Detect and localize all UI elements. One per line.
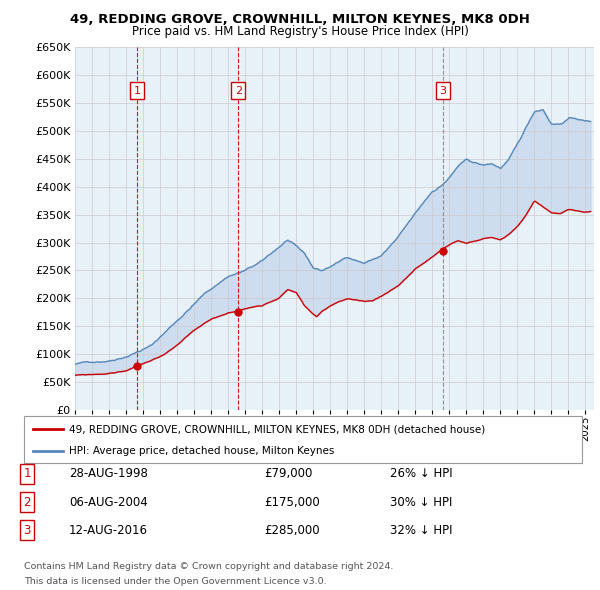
Text: HPI: Average price, detached house, Milton Keynes: HPI: Average price, detached house, Milt… [69, 447, 334, 456]
Text: This data is licensed under the Open Government Licence v3.0.: This data is licensed under the Open Gov… [24, 577, 326, 586]
Text: 49, REDDING GROVE, CROWNHILL, MILTON KEYNES, MK8 0DH: 49, REDDING GROVE, CROWNHILL, MILTON KEY… [70, 13, 530, 26]
Text: Contains HM Land Registry data © Crown copyright and database right 2024.: Contains HM Land Registry data © Crown c… [24, 562, 394, 571]
Text: £175,000: £175,000 [264, 496, 320, 509]
Text: 49, REDDING GROVE, CROWNHILL, MILTON KEYNES, MK8 0DH (detached house): 49, REDDING GROVE, CROWNHILL, MILTON KEY… [69, 424, 485, 434]
Text: 3: 3 [23, 524, 31, 537]
Text: £79,000: £79,000 [264, 467, 313, 480]
Text: 32% ↓ HPI: 32% ↓ HPI [390, 524, 452, 537]
Text: £285,000: £285,000 [264, 524, 320, 537]
Text: 3: 3 [439, 86, 446, 96]
Text: 2: 2 [235, 86, 242, 96]
Text: 2: 2 [23, 496, 31, 509]
Text: 26% ↓ HPI: 26% ↓ HPI [390, 467, 452, 480]
Text: 28-AUG-1998: 28-AUG-1998 [69, 467, 148, 480]
Text: 30% ↓ HPI: 30% ↓ HPI [390, 496, 452, 509]
Text: 06-AUG-2004: 06-AUG-2004 [69, 496, 148, 509]
Text: 12-AUG-2016: 12-AUG-2016 [69, 524, 148, 537]
Text: 1: 1 [23, 467, 31, 480]
Text: 1: 1 [134, 86, 140, 96]
Text: Price paid vs. HM Land Registry's House Price Index (HPI): Price paid vs. HM Land Registry's House … [131, 25, 469, 38]
